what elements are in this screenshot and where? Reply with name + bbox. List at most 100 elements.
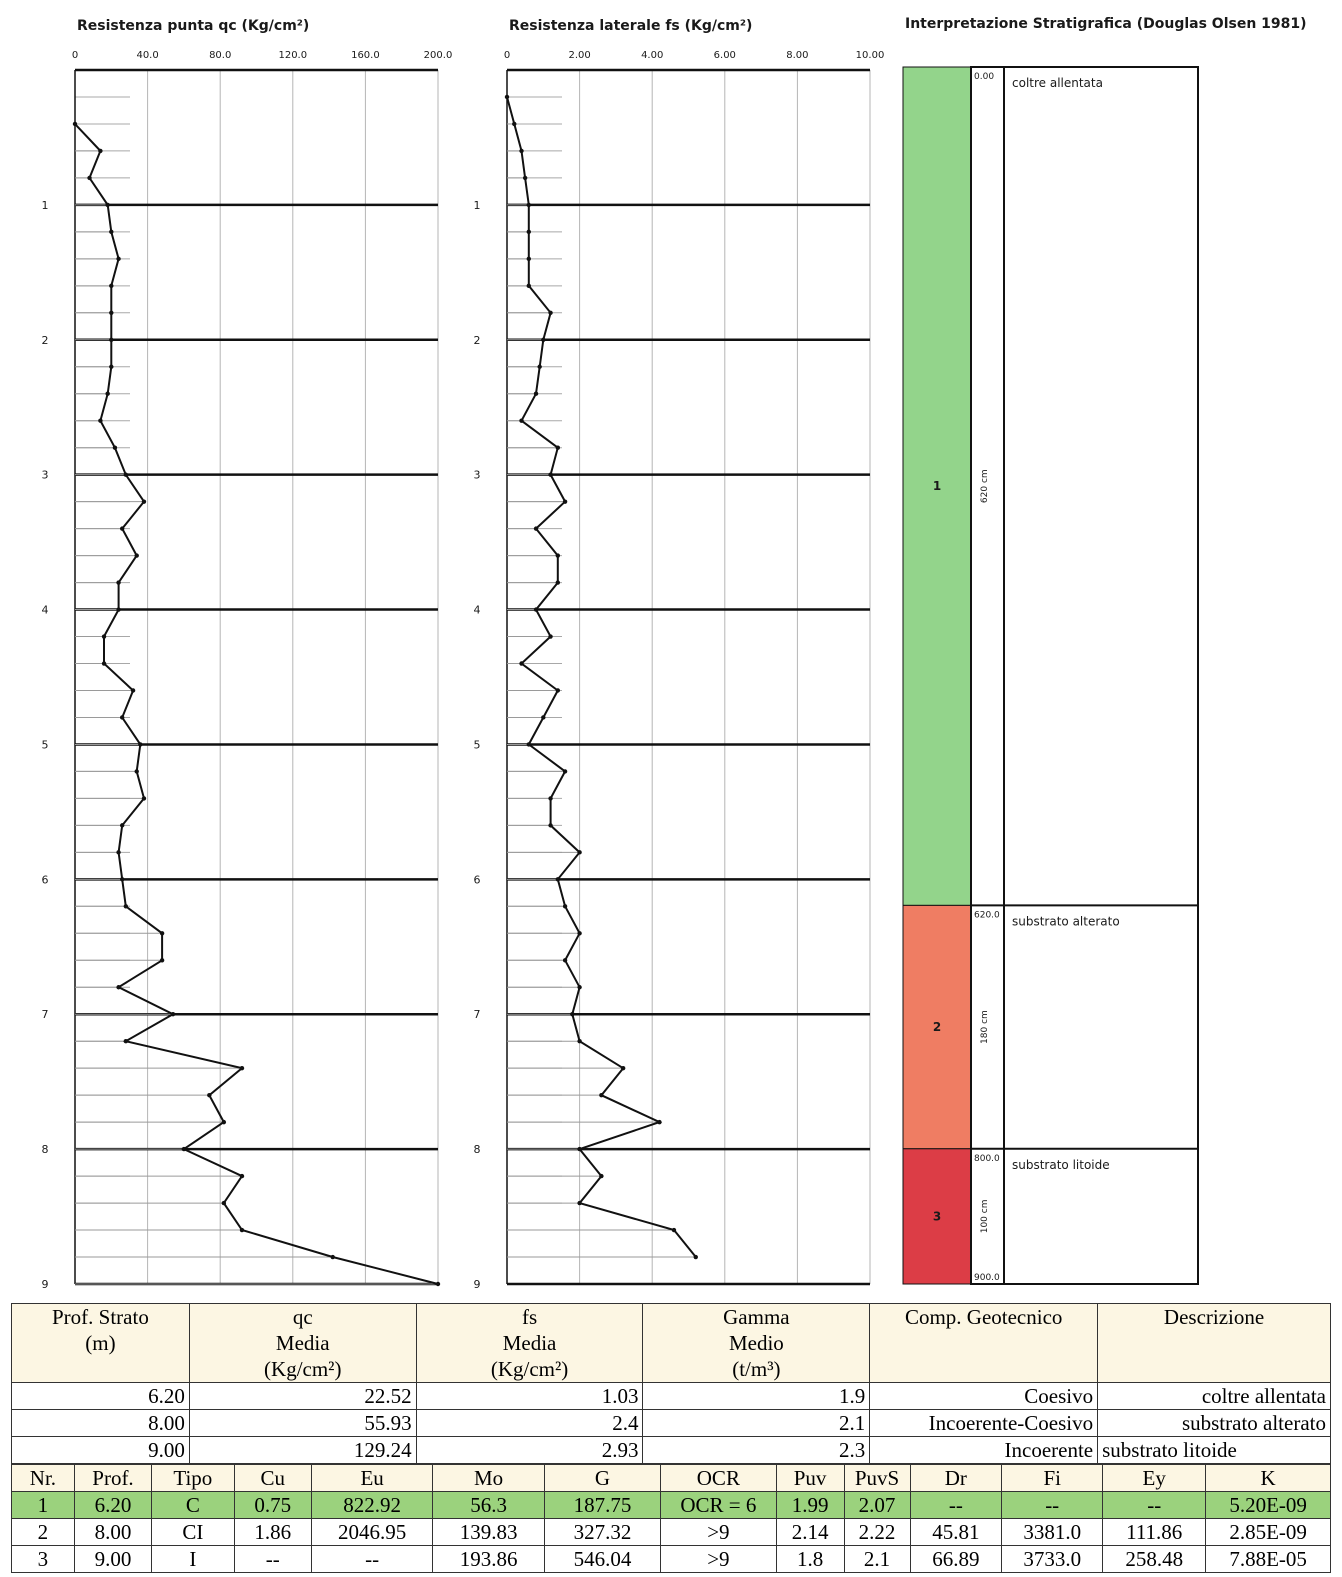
data-point <box>159 958 165 963</box>
params-cell: 822.92 <box>310 1491 434 1519</box>
data-point <box>123 1039 129 1044</box>
x-tick-label: 0 <box>72 50 78 61</box>
summary-row: 8.00 55.93 2.4 2.1 Incoerente-Coesivo substra… <box>11 1409 1331 1437</box>
params-header-cell: Ey <box>1102 1464 1207 1492</box>
data-point <box>116 256 121 262</box>
y-tick-label: 1 <box>42 199 49 212</box>
params-cell: 139.83 <box>432 1518 545 1546</box>
params-header-cell: Mo <box>432 1464 545 1492</box>
params-cell: OCR = 6 <box>660 1491 777 1519</box>
summary-cell: 6.20 <box>11 1382 190 1410</box>
data-point <box>548 796 553 801</box>
data-point <box>577 931 582 936</box>
params-body: 1 6.20 C 0.75 822.92 56.3 187.75 OCR = 6 1.99 2.0… <box>11 1491 1331 1573</box>
y-tick-label: 8 <box>42 1143 49 1156</box>
y-tick-label: 7 <box>42 1008 49 1021</box>
charts-area: Resistenza punta qc (Kg/cm²)0 40.0 80.0 120… <box>42 16 1307 1291</box>
layer-top-depth: 620.0 <box>974 910 1000 920</box>
data-point <box>504 94 510 100</box>
x-tick-label: 200.0 <box>424 50 453 61</box>
data-point <box>119 715 125 720</box>
summary-row: 9.00 129.24 2.93 2.3 Incoerente substrato lit… <box>11 1436 1331 1464</box>
layer-description: substrato alterato <box>1012 914 1120 928</box>
params-cell: 7.88E-05 <box>1205 1545 1331 1573</box>
params-cell: 1.8 <box>775 1545 845 1573</box>
data-point <box>512 121 517 127</box>
data-point <box>577 1146 582 1152</box>
data-point <box>562 904 568 909</box>
layer-thickness: 180 cm <box>980 1010 990 1044</box>
summary-cell: Coesivo <box>869 1382 1099 1410</box>
summary-cell: 2.93 <box>415 1436 644 1464</box>
layer-number: 3 <box>933 1209 941 1223</box>
data-point <box>130 688 136 693</box>
summary-header-cell: qc Media (Kg/cm²) <box>188 1303 417 1383</box>
params-cell: 258.48 <box>1102 1545 1207 1573</box>
layer-number: 2 <box>933 1020 941 1034</box>
params-cell: 2.22 <box>843 1518 911 1546</box>
data-point <box>141 499 147 504</box>
params-cell: 2.1 <box>843 1545 911 1573</box>
data-point <box>555 445 561 450</box>
params-cell: 2 <box>11 1518 75 1546</box>
params-header-cell: Dr <box>909 1464 1003 1492</box>
tables-area: Prof. Strato (m) qc Media (Kg/cm²) fs Medi… <box>11 1303 1331 1573</box>
stratigraphy-column: Interpretazione Stratigrafica (Douglas O… <box>902 16 1307 1285</box>
bottom-depth: 900.0 <box>974 1273 1000 1283</box>
params-cell: >9 <box>660 1518 777 1546</box>
data-point <box>141 796 147 801</box>
params-header-cell: PuvS <box>843 1464 911 1492</box>
data-point <box>526 256 531 262</box>
data-point <box>239 1065 245 1071</box>
summary-cell: Incoerente <box>869 1436 1099 1464</box>
data-point <box>555 580 561 585</box>
summary-header-cell: Comp. Geotecnico <box>869 1303 1099 1383</box>
y-tick-label: 2 <box>474 334 481 347</box>
data-point <box>98 148 103 154</box>
params-header-cell: Nr. <box>11 1464 75 1492</box>
data-point <box>105 202 110 208</box>
params-table: Nr. Prof. Tipo Cu Eu Mo G OCR Puv PuvS Dr Fi Ey K 1 6.… <box>11 1464 1331 1573</box>
params-cell: 111.86 <box>1102 1518 1207 1546</box>
x-tick-label: 2.00 <box>568 50 590 61</box>
data-point <box>239 1227 245 1233</box>
params-cell: 66.89 <box>909 1545 1003 1573</box>
data-point <box>519 418 524 423</box>
data-point <box>570 1012 575 1017</box>
data-point <box>101 634 107 639</box>
column-frame <box>970 66 1199 1285</box>
params-cell: CI <box>151 1518 235 1546</box>
data-point <box>109 283 114 289</box>
summary-header-cell: fs Media (Kg/cm²) <box>415 1303 644 1383</box>
summary-header-row: Prof. Strato (m) qc Media (Kg/cm²) fs Medi… <box>11 1303 1331 1383</box>
data-point <box>221 1200 227 1206</box>
summary-cell: 22.52 <box>188 1382 417 1410</box>
data-point <box>599 1173 604 1179</box>
params-cell: 45.81 <box>909 1518 1003 1546</box>
params-cell: -- <box>1102 1491 1207 1519</box>
params-cell: 3 <box>11 1545 75 1573</box>
data-point <box>239 1173 245 1179</box>
data-point <box>98 418 103 423</box>
params-cell: 9.00 <box>73 1545 153 1573</box>
data-point <box>116 850 121 855</box>
summary-cell: 8.00 <box>11 1409 190 1437</box>
x-tick-label: 120.0 <box>278 50 307 61</box>
y-tick-label: 5 <box>42 738 49 751</box>
y-tick-label: 4 <box>42 604 49 617</box>
params-cell: 1.99 <box>775 1491 845 1519</box>
params-cell: -- <box>310 1545 434 1573</box>
x-tick-label: 4.00 <box>641 50 663 61</box>
params-row: 3 9.00 I -- -- 193.86 546.04 >9 1.8 2.1 66.89 3733.… <box>11 1545 1331 1573</box>
data-point <box>101 661 107 666</box>
layer-number: 1 <box>933 479 941 493</box>
y-tick-label: 7 <box>474 1008 481 1021</box>
params-cell: 5.20E-09 <box>1205 1491 1331 1519</box>
chart-title: Resistenza punta qc (Kg/cm²) <box>77 18 309 34</box>
data-point <box>526 202 531 208</box>
data-point <box>533 526 539 531</box>
data-point <box>577 1200 582 1206</box>
params-header-cell: Puv <box>775 1464 845 1492</box>
data-point <box>526 229 531 235</box>
